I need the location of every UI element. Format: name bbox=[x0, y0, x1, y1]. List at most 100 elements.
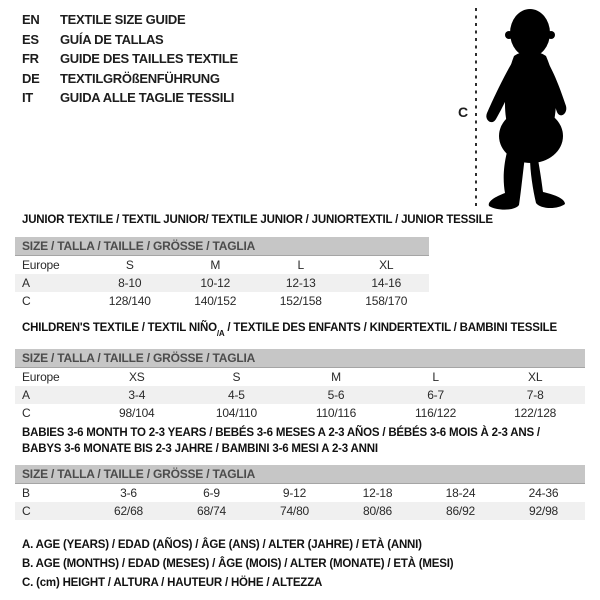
table-row: C 62/68 68/74 74/80 80/86 86/92 92/98 bbox=[15, 502, 585, 520]
table-title-text: /A bbox=[216, 329, 225, 339]
legend-line: B. AGE (MONTHS) / EDAD (MESES) / ÂGE (MO… bbox=[22, 558, 454, 570]
language-row: ES GUÍA DE TALLAS bbox=[22, 30, 238, 50]
row-value: 8-10 bbox=[118, 276, 142, 290]
table-title-line: BABIES 3-6 MONTH TO 2-3 YEARS / BEBÉS 3-… bbox=[22, 426, 540, 442]
language-code: EN bbox=[22, 12, 40, 28]
table-title-line: BABYS 3-6 MONATE BIS 2-3 JAHRE / BAMBINI… bbox=[22, 442, 540, 458]
row-value: XS bbox=[128, 370, 145, 384]
legend-line: A. AGE (YEARS) / EDAD (AÑOS) / ÂGE (ANS)… bbox=[22, 539, 422, 551]
row-value: 7-8 bbox=[526, 388, 544, 402]
row-value: 158/170 bbox=[365, 294, 408, 308]
table-row: C 98/104 104/110 110/116 116/122 122/128 bbox=[15, 404, 585, 422]
row-value: 122/128 bbox=[514, 406, 557, 420]
table-title-text: BABIES 3-6 MONTH TO 2-3 YEARS / BEBÉS 3-… bbox=[22, 427, 540, 439]
legend-line: C. (cm) HEIGHT / ALTURA / HAUTEUR / HÖHE… bbox=[22, 577, 323, 589]
height-figure: C bbox=[450, 4, 595, 216]
table-row: A 3-4 4-5 5-6 6-7 7-8 bbox=[15, 386, 585, 404]
babies-size-table: SIZE / TALLA / TAILLE / GRÖSSE / TAGLIA … bbox=[15, 465, 585, 520]
row-value: L bbox=[297, 258, 305, 272]
language-code: DE bbox=[22, 70, 40, 86]
children-size-header-bar: SIZE / TALLA / TAILLE / GRÖSSE / TAGLIA bbox=[15, 349, 585, 368]
row-value: 4-5 bbox=[228, 388, 245, 402]
row-value: 14-16 bbox=[371, 276, 402, 290]
language-title: GUIDA ALLE TAGLIE TESSILI bbox=[60, 90, 235, 106]
table-row: B 3-6 6-9 9-12 12-18 18-24 24-36 bbox=[15, 484, 585, 502]
row-label: A bbox=[22, 388, 30, 402]
row-value: XL bbox=[379, 258, 394, 272]
row-value: 6-9 bbox=[203, 486, 220, 500]
row-value: 140/152 bbox=[194, 294, 237, 308]
language-title: TEXTILE SIZE GUIDE bbox=[60, 12, 186, 28]
language-title: TEXTILGRÖßENFÜHRUNG bbox=[60, 70, 220, 86]
row-value: S bbox=[125, 258, 134, 272]
row-label: C bbox=[22, 504, 31, 518]
height-measure-label: C bbox=[458, 104, 468, 120]
language-title: GUÍA DE TALLAS bbox=[60, 31, 164, 47]
row-value: 98/104 bbox=[119, 406, 155, 420]
row-value: 10-12 bbox=[200, 276, 231, 290]
toddler-silhouette-icon bbox=[486, 9, 567, 210]
row-label: B bbox=[22, 486, 30, 500]
table-title-text: JUNIOR TEXTILE / TEXTIL JUNIOR/ TEXTILE … bbox=[22, 214, 493, 226]
row-value: XL bbox=[528, 370, 543, 384]
row-value: 6-7 bbox=[427, 388, 444, 402]
row-value: 12-13 bbox=[285, 276, 316, 290]
table-title-text: / TEXTILE DES ENFANTS / KINDERTEXTIL / B… bbox=[224, 322, 557, 334]
size-header-text: SIZE / TALLA / TAILLE / GRÖSSE / TAGLIA bbox=[22, 467, 256, 481]
height-dotted-line bbox=[475, 8, 477, 210]
measure-legend: A. AGE (YEARS) / EDAD (AÑOS) / ÂGE (ANS)… bbox=[22, 536, 454, 593]
row-label: A bbox=[22, 276, 30, 290]
language-title: GUIDE DES TAILLES TEXTILE bbox=[60, 51, 238, 67]
row-value: M bbox=[210, 258, 221, 272]
row-value: 74/80 bbox=[279, 504, 310, 518]
row-label: Europe bbox=[22, 370, 60, 384]
junior-size-table: SIZE / TALLA / TAILLE / GRÖSSE / TAGLIA … bbox=[15, 237, 429, 310]
row-value: 12-18 bbox=[362, 486, 393, 500]
row-value: 5-6 bbox=[327, 388, 345, 402]
row-value: 80/86 bbox=[362, 504, 393, 518]
row-value: 86/92 bbox=[445, 504, 476, 518]
row-value: M bbox=[331, 370, 341, 384]
junior-table-rows: Europe S M L XL A 8-10 10-12 12-13 14-16 C 128/140 1… bbox=[15, 256, 429, 310]
row-value: 92/98 bbox=[528, 504, 559, 518]
language-code: IT bbox=[22, 90, 33, 106]
junior-size-header-bar: SIZE / TALLA / TAILLE / GRÖSSE / TAGLIA bbox=[15, 237, 429, 256]
language-row: IT GUIDA ALLE TAGLIE TESSILI bbox=[22, 88, 238, 108]
size-header-text: SIZE / TALLA / TAILLE / GRÖSSE / TAGLIA bbox=[22, 239, 256, 253]
row-value: 116/122 bbox=[415, 406, 457, 420]
size-header-text: SIZE / TALLA / TAILLE / GRÖSSE / TAGLIA bbox=[22, 351, 256, 365]
row-value: 3-6 bbox=[120, 486, 137, 500]
row-value: 9-12 bbox=[282, 486, 307, 500]
babies-table-title: BABIES 3-6 MONTH TO 2-3 YEARS / BEBÉS 3-… bbox=[22, 426, 540, 457]
children-table-rows: Europe XS S M L XL A 3-4 4-5 5-6 6-7 7-8 C 98/104 104/… bbox=[15, 368, 585, 422]
language-list: EN TEXTILE SIZE GUIDE ES GUÍA DE TALLAS FR GU… bbox=[22, 10, 238, 108]
row-value: 152/158 bbox=[279, 294, 322, 308]
row-value: 24-36 bbox=[528, 486, 559, 500]
table-row: A 8-10 10-12 12-13 14-16 bbox=[15, 274, 429, 292]
children-table-title: CHILDREN'S TEXTILE / TEXTIL NIÑO/A / TEX… bbox=[22, 321, 557, 340]
row-label: Europe bbox=[22, 258, 60, 272]
row-label: C bbox=[22, 294, 31, 308]
row-value: 68/74 bbox=[196, 504, 227, 518]
table-title-line: CHILDREN'S TEXTILE / TEXTIL NIÑO/A / TEX… bbox=[22, 321, 557, 340]
table-row: Europe XS S M L XL bbox=[15, 368, 585, 386]
children-size-table: SIZE / TALLA / TAILLE / GRÖSSE / TAGLIA … bbox=[15, 349, 585, 422]
row-value: 128/140 bbox=[108, 294, 151, 308]
row-value: L bbox=[432, 370, 439, 384]
row-value: 110/116 bbox=[315, 406, 357, 420]
table-row: C 128/140 140/152 152/158 158/170 bbox=[15, 292, 429, 310]
language-row: EN TEXTILE SIZE GUIDE bbox=[22, 10, 238, 30]
table-row: Europe S M L XL bbox=[15, 256, 429, 274]
junior-table-title: JUNIOR TEXTILE / TEXTIL JUNIOR/ TEXTILE … bbox=[22, 213, 493, 229]
language-code: FR bbox=[22, 51, 39, 67]
row-value: 104/110 bbox=[215, 406, 257, 420]
table-title-text: BABYS 3-6 MONATE BIS 2-3 JAHRE / BAMBINI… bbox=[22, 442, 378, 455]
language-row: DE TEXTILGRÖßENFÜHRUNG bbox=[22, 69, 238, 89]
language-code: ES bbox=[22, 31, 39, 47]
row-value: 18-24 bbox=[445, 486, 476, 500]
row-value: 3-4 bbox=[128, 388, 146, 402]
table-title-line: JUNIOR TEXTILE / TEXTIL JUNIOR/ TEXTILE … bbox=[22, 213, 493, 229]
babies-table-rows: B 3-6 6-9 9-12 12-18 18-24 24-36 C 62/68 68/74 74/… bbox=[15, 484, 585, 520]
row-label: C bbox=[22, 406, 31, 420]
